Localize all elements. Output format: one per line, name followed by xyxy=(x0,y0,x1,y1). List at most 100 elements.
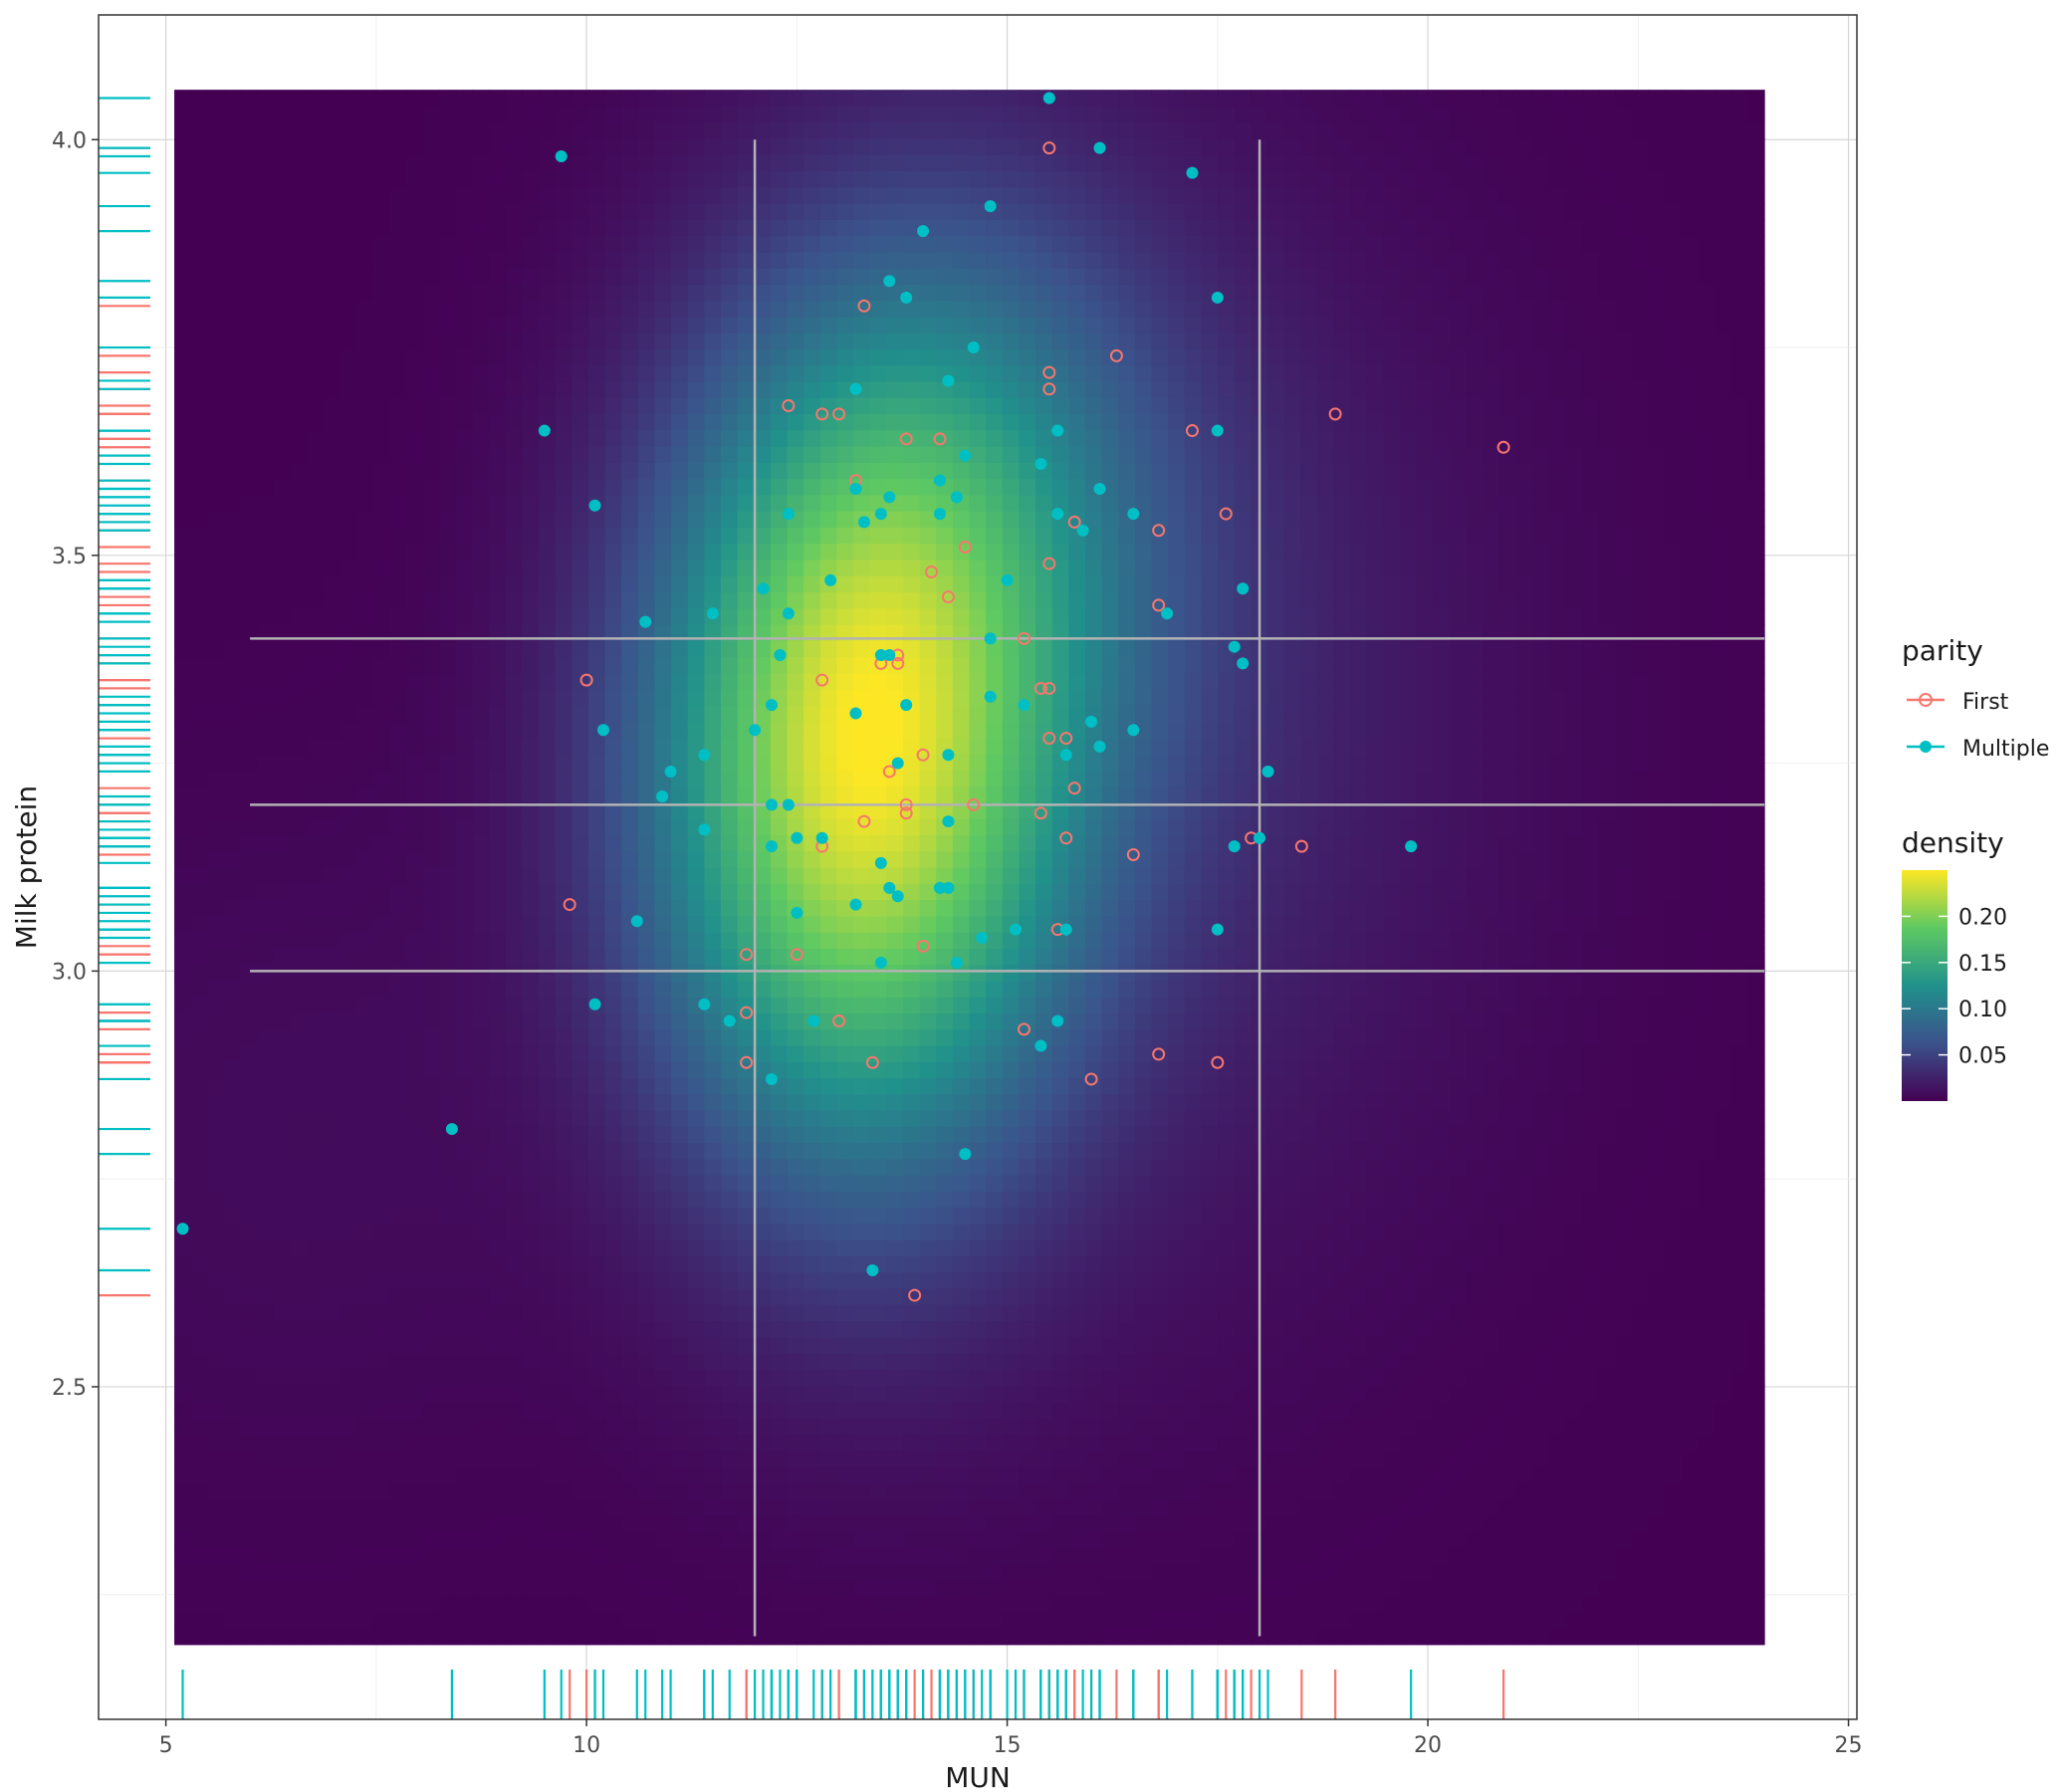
density-cell xyxy=(323,1612,342,1630)
density-cell xyxy=(290,1385,308,1403)
density-cell xyxy=(969,1514,987,1532)
density-cell xyxy=(505,591,523,609)
density-cell xyxy=(489,1369,507,1387)
density-cell xyxy=(604,1579,622,1597)
density-cell xyxy=(770,1044,789,1062)
density-cell xyxy=(240,1465,258,1483)
density-cell xyxy=(223,672,242,690)
density-cell xyxy=(654,186,672,204)
density-cell xyxy=(1019,364,1036,382)
density-cell xyxy=(240,268,258,285)
density-cell xyxy=(572,170,589,188)
density-cell xyxy=(704,494,722,512)
density-cell xyxy=(737,511,755,528)
density-cell xyxy=(604,1126,622,1144)
density-cell xyxy=(340,186,357,204)
density-cell xyxy=(472,867,490,884)
density-cell xyxy=(190,1287,208,1305)
density-cell xyxy=(539,980,557,998)
density-cell xyxy=(704,785,722,803)
density-cell xyxy=(869,1207,887,1225)
density-cell xyxy=(257,1287,275,1305)
density-cell xyxy=(340,397,357,415)
density-cell xyxy=(455,1418,474,1435)
density-cell xyxy=(604,623,622,641)
density-cell xyxy=(1019,1401,1036,1419)
density-cell xyxy=(803,1158,821,1176)
density-cell xyxy=(604,1287,622,1305)
density-cell xyxy=(539,478,557,496)
density-cell xyxy=(489,1175,507,1192)
density-cell xyxy=(455,268,474,285)
density-cell xyxy=(737,1175,755,1192)
density-cell xyxy=(936,1628,954,1646)
density-cell xyxy=(422,1498,440,1516)
density-cell xyxy=(836,672,854,690)
density-cell xyxy=(372,219,390,237)
density-cell xyxy=(671,186,689,204)
density-cell xyxy=(1002,1547,1021,1565)
density-cell xyxy=(522,1628,540,1646)
density-cell xyxy=(737,446,755,463)
density-cell xyxy=(555,980,573,998)
density-cell xyxy=(587,964,606,982)
density-cell xyxy=(737,932,755,949)
density-cell xyxy=(240,1191,258,1209)
density-cell xyxy=(1019,1465,1036,1483)
density-cell xyxy=(853,1563,871,1581)
density-cell xyxy=(737,121,755,139)
density-cell xyxy=(572,785,589,803)
density-cell xyxy=(340,1175,357,1192)
density-cell xyxy=(587,316,606,334)
density-cell xyxy=(240,429,258,447)
density-cell xyxy=(687,899,705,917)
density-cell xyxy=(389,1401,407,1419)
density-cell xyxy=(604,883,622,901)
density-cell xyxy=(836,1628,854,1646)
density-cell xyxy=(223,1450,242,1467)
density-cell xyxy=(207,154,225,172)
density-cell xyxy=(356,380,374,398)
density-cell xyxy=(770,429,789,447)
density-cell xyxy=(572,964,589,982)
density-cell xyxy=(1019,1207,1036,1225)
density-cell xyxy=(687,1628,705,1646)
density-cell xyxy=(836,754,854,771)
density-cell xyxy=(323,429,342,447)
density-cell xyxy=(190,1401,208,1419)
density-cell xyxy=(604,1596,622,1613)
density-cell xyxy=(637,1207,656,1225)
density-cell xyxy=(787,543,804,560)
density-cell xyxy=(240,705,258,723)
density-cell xyxy=(587,1223,606,1240)
density-cell xyxy=(919,1191,937,1209)
density-cell xyxy=(969,1498,987,1516)
density-cell xyxy=(604,1498,622,1516)
density-cell xyxy=(257,121,275,139)
density-cell xyxy=(290,1418,308,1435)
density-cell xyxy=(240,1498,258,1516)
density-cell xyxy=(754,672,772,690)
density-cell xyxy=(721,1369,739,1387)
density-cell xyxy=(903,1450,921,1467)
density-cell xyxy=(587,284,606,302)
density-cell xyxy=(307,333,325,350)
density-cell xyxy=(539,883,557,901)
density-cell xyxy=(422,997,440,1014)
density-cell xyxy=(587,1418,606,1435)
density-cell xyxy=(472,1110,490,1127)
density-cell xyxy=(737,705,755,723)
density-cell xyxy=(886,1142,904,1160)
density-cell xyxy=(405,997,424,1014)
density-cell xyxy=(340,268,357,285)
density-cell xyxy=(1019,1336,1036,1354)
density-cell xyxy=(505,1320,523,1338)
density-cell xyxy=(869,348,887,366)
density-cell xyxy=(587,1126,606,1144)
density-cell xyxy=(721,1028,739,1046)
density-cell xyxy=(986,380,1004,398)
density-cell xyxy=(307,106,325,123)
density-cell xyxy=(787,1434,804,1452)
density-cell xyxy=(273,397,292,415)
density-cell xyxy=(1002,1255,1021,1273)
